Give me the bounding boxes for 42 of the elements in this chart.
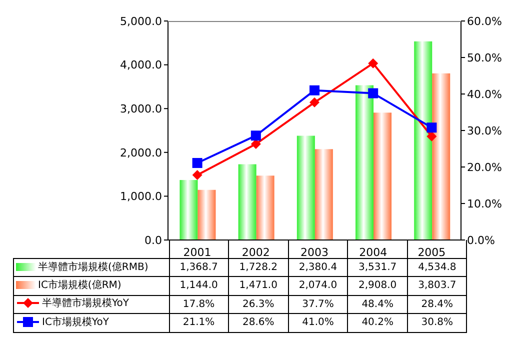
y2-tick-label: 0.0%	[467, 234, 495, 247]
data-label: 2,380.4	[288, 258, 348, 276]
data-label: 17.8%	[169, 295, 229, 314]
data-label: 30.8%	[407, 314, 467, 332]
y2-tick-label: 40.0%	[467, 88, 502, 101]
x-tick-label: 2003	[300, 246, 328, 259]
data-label: 4,534.8	[407, 258, 467, 276]
y2-tick-label: 30.0%	[467, 124, 502, 138]
y2-tick-label: 60.0%	[467, 14, 502, 28]
data-label: 41.0%	[288, 314, 348, 332]
y-tick-label: 4,000.0	[120, 58, 162, 72]
data-label: 3,803.7	[407, 276, 467, 295]
data-label: 2,908.0	[348, 276, 408, 295]
y2-tick-label: 10.0%	[467, 197, 502, 210]
x-tick-label: 2001	[183, 246, 212, 259]
data-label: 28.6%	[228, 314, 288, 332]
y2-tick-label: 50.0%	[467, 51, 502, 64]
legend-label: IC市場規模YoY	[42, 316, 109, 329]
data-label: 2,074.0	[288, 276, 348, 295]
x-tick-label: 2005	[418, 246, 446, 259]
y-tick-label: 5,000.0	[120, 14, 162, 28]
legend-label: 半導體市場規模(億RMB)	[38, 260, 148, 274]
data-label: 28.4%	[407, 295, 467, 314]
y-tick-label: 0.0	[144, 234, 162, 247]
x-tick-label: 2004	[359, 246, 388, 259]
data-label: 48.4%	[348, 295, 408, 314]
data-label: 3,531.7	[348, 258, 408, 276]
data-label: 1,471.0	[228, 276, 288, 295]
y-tick-label: 2,000.0	[120, 146, 162, 160]
y-tick-label: 3,000.0	[120, 102, 162, 116]
x-tick-label: 2002	[242, 246, 270, 259]
legend-label: IC市場規模(億RM)	[38, 278, 122, 292]
y2-tick-label: 20.0%	[467, 160, 502, 174]
data-label: 37.7%	[288, 295, 348, 314]
y-tick-label: 1,000.0	[120, 190, 162, 204]
data-label: 1,728.2	[228, 258, 288, 276]
data-label: 26.3%	[228, 295, 288, 314]
data-label: 40.2%	[348, 314, 408, 332]
data-label: 21.1%	[169, 314, 229, 332]
data-label: 1,144.0	[169, 276, 229, 295]
data-label: 1,368.7	[169, 258, 229, 276]
legend-label: 半導體市場規模YoY	[42, 296, 130, 310]
